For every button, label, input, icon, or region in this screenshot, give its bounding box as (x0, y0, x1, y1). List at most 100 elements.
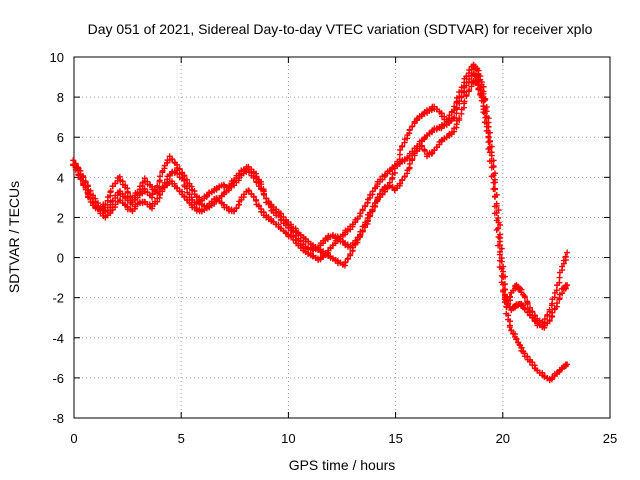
data-point (359, 227, 366, 234)
data-point (493, 217, 500, 224)
series-track-2 (70, 70, 571, 384)
data-point (490, 186, 497, 193)
data-point (399, 176, 406, 183)
y-tick-label: -8 (52, 411, 64, 426)
data-point (374, 194, 381, 201)
data-point (157, 173, 164, 180)
data-point (485, 139, 492, 146)
data-point (481, 119, 488, 126)
data-point (409, 156, 416, 163)
data-point (369, 207, 376, 214)
data-point (72, 163, 79, 170)
y-tick-label: -6 (52, 371, 64, 386)
data-point (409, 123, 416, 130)
data-point (82, 186, 89, 193)
y-tick-label: -2 (52, 291, 64, 306)
data-point (501, 296, 508, 303)
data-point (347, 251, 354, 258)
data-point (496, 257, 503, 264)
data-point (546, 317, 553, 324)
data-point (491, 210, 498, 217)
data-point (559, 263, 566, 270)
data-point (342, 259, 349, 266)
data-point (564, 361, 571, 368)
data-point (475, 86, 482, 93)
y-tick-label: 4 (57, 170, 64, 185)
data-point (397, 146, 404, 153)
y-tick-label: 10 (50, 50, 64, 65)
data-point (498, 279, 505, 286)
data-point (500, 288, 507, 295)
x-tick-label: 25 (603, 431, 617, 446)
data-point (483, 127, 490, 134)
x-tick-label: 0 (70, 431, 77, 446)
data-point (399, 142, 406, 149)
data-point (107, 188, 114, 195)
data-point (367, 212, 374, 219)
data-point (486, 149, 493, 156)
data-point (564, 282, 571, 289)
x-tick-label: 20 (496, 431, 510, 446)
y-tick-label: -4 (52, 331, 64, 346)
x-tick-label: 10 (281, 431, 295, 446)
data-point (498, 272, 505, 279)
data-point (362, 202, 369, 209)
data-point (421, 147, 428, 154)
data-point (564, 249, 571, 256)
data-point (498, 245, 505, 252)
data-point (488, 173, 495, 180)
data-point (486, 158, 493, 165)
data-point (521, 294, 528, 301)
x-tick-label: 15 (388, 431, 402, 446)
plot-frame (73, 56, 611, 419)
data-point (359, 206, 366, 213)
data-point (453, 104, 460, 111)
data-point (154, 182, 161, 189)
data-point (506, 293, 513, 300)
y-axis-label: SDTVAR / TECUs (6, 181, 22, 293)
data-point (544, 311, 551, 318)
data-point (541, 316, 548, 323)
data-point (233, 204, 240, 211)
y-tick-label: 0 (57, 251, 64, 266)
y-tick-label: 6 (57, 130, 64, 145)
data-point (556, 274, 563, 281)
data-point (102, 201, 109, 208)
data-point (463, 91, 470, 98)
data-point (497, 248, 504, 255)
data-point (451, 114, 458, 121)
data-point (456, 115, 463, 122)
data-points (70, 61, 571, 384)
data-point (500, 268, 507, 275)
data-point (258, 181, 265, 188)
data-point (466, 76, 473, 83)
grid (74, 57, 610, 418)
data-point (473, 73, 480, 80)
data-point (524, 301, 531, 308)
data-point (503, 303, 510, 310)
data-point (134, 189, 141, 196)
x-tick-label: 5 (178, 431, 185, 446)
data-point (493, 226, 500, 233)
data-point (492, 193, 499, 200)
data-point (546, 306, 553, 313)
data-point (491, 203, 498, 210)
data-point (556, 279, 563, 286)
data-point (406, 126, 413, 133)
data-point (506, 324, 513, 331)
data-point (485, 145, 492, 152)
data-point (265, 200, 272, 207)
data-point (377, 190, 384, 197)
y-tick-label: 8 (57, 90, 64, 105)
data-point (406, 160, 413, 167)
data-point (495, 242, 502, 249)
data-point (480, 109, 487, 116)
data-point (124, 189, 131, 196)
data-point (496, 264, 503, 271)
data-point (488, 152, 495, 159)
data-point (345, 255, 352, 262)
data-point (419, 143, 425, 150)
data-point (250, 193, 257, 200)
chart-title: Day 051 of 2021, Sidereal Day-to-day VTE… (88, 21, 593, 37)
